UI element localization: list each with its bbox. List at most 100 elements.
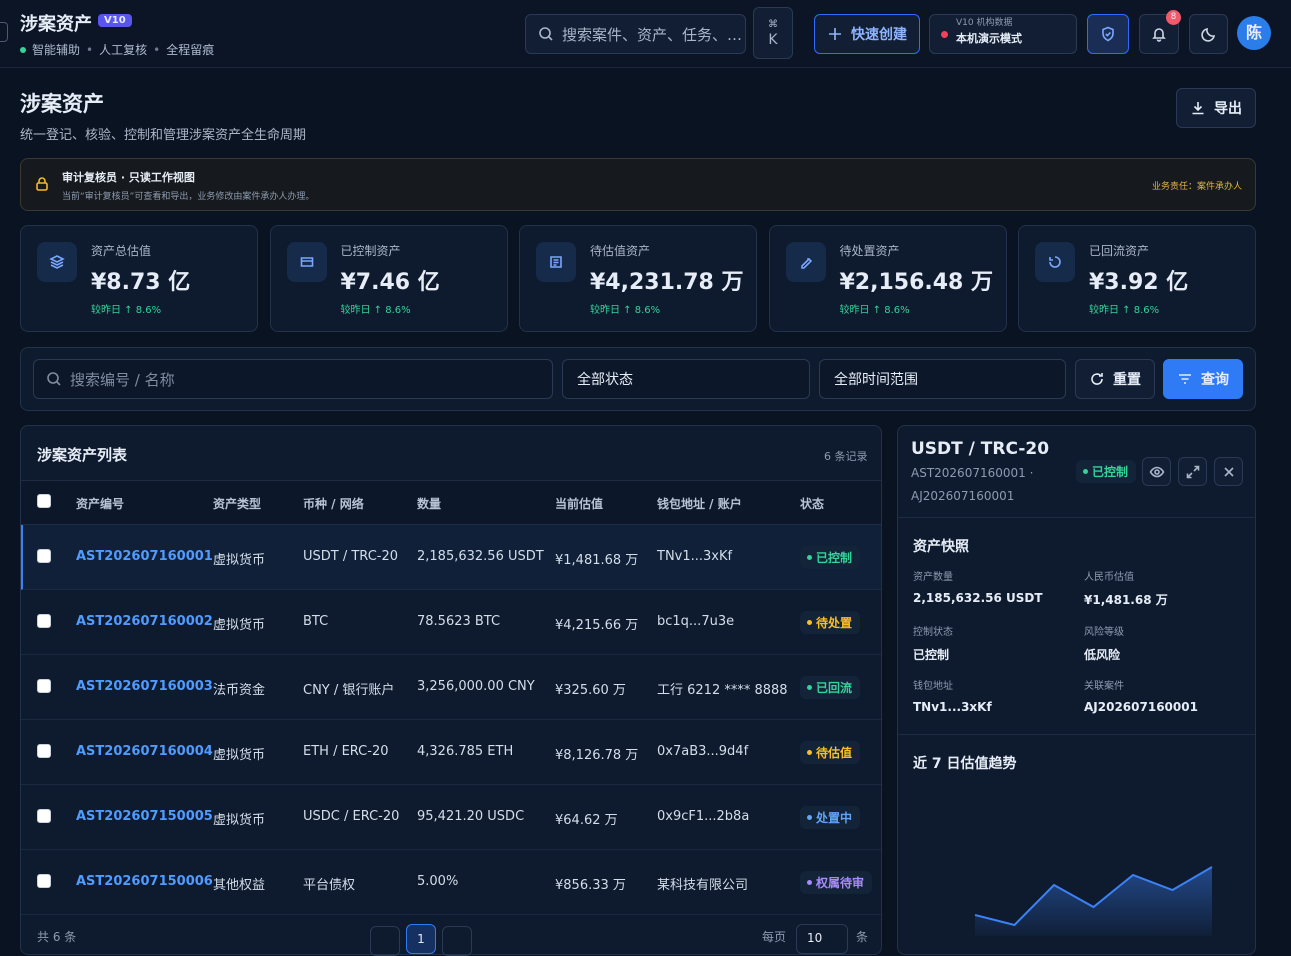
table-row[interactable] [21,720,881,785]
asset-search[interactable]: 搜索编号 / 名称 [33,359,553,399]
table-row[interactable] [21,655,881,720]
row-checkbox[interactable] [37,549,51,563]
field-value: ¥1,481.68 万 [1084,593,1168,607]
stat-icon [37,242,77,282]
stat-change: 较昨日 ↑ 8.6% [590,305,661,316]
expand-button[interactable] [1178,457,1207,486]
cell: 平台债权 [303,878,356,893]
trend-chart [974,866,1213,936]
search-placeholder: 搜索案件、资产、任务、… [562,25,743,44]
stat-label: 资产总估值 [91,244,152,258]
cell: ¥856.33 万 [555,878,626,893]
theme-toggle[interactable] [1189,14,1228,54]
cell: 虚拟货币 [213,553,266,568]
notice-text: 当前“审计复核员”可查看和导出，业务修改由案件承办人办理。 [62,192,315,202]
stat-card: 资产总估值 ¥8.73 亿较昨日 ↑ 8.6% [20,225,258,332]
cell: 2,185,632.56 USDT [417,549,544,564]
asset-id[interactable]: AST202607160001 [76,549,213,564]
prev-page[interactable] [370,926,400,956]
column-header: 资产编号 [76,497,125,511]
kbd: ⌘ [768,18,778,30]
cell: BTC [303,614,329,629]
page-subtitle: 统一登记、核验、控制和管理涉案资产全生命周期 [20,128,307,143]
table-row[interactable] [21,785,881,850]
row-checkbox[interactable] [37,679,51,693]
view-button[interactable] [1142,457,1171,486]
asset-id[interactable]: AST202607160003 [76,679,213,694]
avatar[interactable]: 陈 [1237,16,1271,50]
cell: ¥8,126.78 万 [555,748,639,763]
detail-case: AJ202607160001 [911,489,1015,503]
separator: • [153,42,161,57]
global-search[interactable]: 搜索案件、资产、任务、… [525,14,746,54]
time-select[interactable]: 全部时间范围 [819,359,1066,399]
status-pill: 已回流 [800,676,861,699]
field-label: 钱包地址 [913,681,953,692]
env-switch[interactable]: V10 机构数据 本机演示模式 [929,14,1077,54]
cell: TNv1...3xKf [657,549,733,564]
row-checkbox[interactable] [37,809,51,823]
select-label: 全部状态 [577,372,633,388]
stat-card: 待估值资产 ¥4,231.78 万较昨日 ↑ 8.6% [519,225,757,332]
stat-value: ¥7.46 亿 [340,270,440,295]
row-checkbox[interactable] [37,614,51,628]
column-header: 币种 / 网络 [303,497,364,511]
cell: USDC / ERC-20 [303,809,400,824]
lock-icon [36,177,48,191]
page-size[interactable]: 10 [796,924,848,954]
cell: ¥64.62 万 [555,813,618,828]
section-title: 资产快照 [913,539,969,555]
field-label: 风险等级 [1084,626,1124,638]
page: 涉案资产 V10 智能辅助 • 人工复核 • 全程留痕 搜索案件、资产、任务、… ⌘ K … [0,7,1291,956]
row-checkbox[interactable] [37,744,51,758]
cell: 其他权益 [213,878,266,893]
stat-label: 已回流资产 [1089,244,1150,258]
kbd: K [768,31,778,48]
field-label: 关联案件 [1084,681,1124,692]
icon [800,257,812,269]
column-header: 状态 [800,497,825,511]
table-row[interactable] [21,850,881,915]
stat-icon [286,242,327,282]
divider [898,734,1255,735]
column-header: 资产类型 [213,497,262,511]
stat-value: ¥2,156.48 万 [839,270,994,295]
field-label: 资产数量 [913,572,953,583]
cell: 3,256,000.00 CNY [417,679,535,694]
cell: USDT / TRC-20 [303,549,398,564]
export-button[interactable]: 导出 [1176,88,1256,128]
button-label: 快速创建 [851,27,907,43]
trend-line [974,866,1213,927]
asset-id[interactable]: AST202607150005 [76,809,213,824]
select-all[interactable] [37,494,51,508]
stat-label: 待估值资产 [590,244,651,258]
status-pill: 待估值 [800,741,861,764]
table-title: 涉案资产列表 [37,446,128,464]
asset-id[interactable]: AST202607150006 [76,874,213,889]
cell: 法币资金 [213,683,266,698]
close-button[interactable] [1214,457,1243,486]
stat-icon [785,242,826,282]
field-value: 低风险 [1084,647,1121,662]
row-checkbox[interactable] [37,874,51,888]
page-number[interactable]: 1 [406,924,436,954]
cell: ¥4,215.66 万 [555,618,639,633]
asset-id[interactable]: AST202607160004 [76,744,213,759]
table-row[interactable] [21,525,881,590]
field-value: 已控制 [913,647,950,662]
status-select[interactable]: 全部状态 [562,359,810,399]
stat-card: 已控制资产 ¥7.46 亿较昨日 ↑ 8.6% [269,225,508,332]
sidebar-toggle[interactable] [0,22,8,42]
stat-value: ¥3.92 亿 [1089,270,1189,295]
table-header [21,480,881,525]
quick-create[interactable]: 快速创建 [814,14,920,54]
reset-button[interactable]: 重置 [1075,359,1155,399]
next-page[interactable] [442,926,472,956]
table-row[interactable] [21,590,881,655]
field-value: TNv1...3xKf [913,700,992,714]
query-button[interactable]: 查询 [1163,359,1243,399]
security-button[interactable] [1087,14,1129,54]
asset-id[interactable]: AST202607160002 [76,614,213,629]
stat-icon [1035,242,1075,282]
search-placeholder: 搜索编号 / 名称 [70,370,175,389]
